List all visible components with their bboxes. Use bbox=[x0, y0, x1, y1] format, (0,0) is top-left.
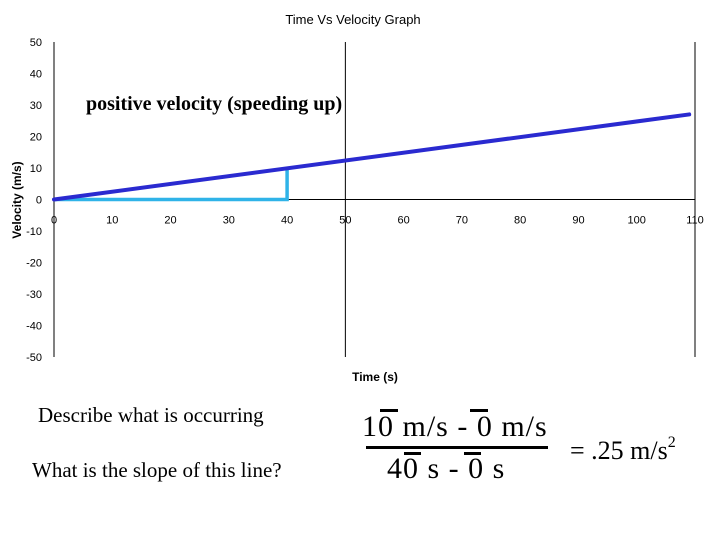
x-tick-labels: 0 10 20 30 40 50 60 70 80 90 100 110 bbox=[51, 215, 704, 227]
chart-title: Time Vs Velocity Graph bbox=[285, 12, 420, 27]
x-tick-label: 50 bbox=[339, 215, 351, 227]
y-tick-label: 40 bbox=[30, 69, 42, 81]
y-tick-label: -30 bbox=[26, 289, 42, 301]
x-tick-label: 110 bbox=[686, 215, 704, 227]
y-axis-label: Velocity (m/s) bbox=[10, 161, 24, 238]
series-line-velocity bbox=[52, 112, 692, 202]
slope-question: What is the slope of this line? bbox=[32, 458, 282, 482]
y-tick-label: -10 bbox=[26, 226, 42, 238]
y-tick-label: 20 bbox=[30, 132, 42, 144]
x-tick-label: 0 bbox=[51, 215, 57, 227]
x-tick-label: 60 bbox=[398, 215, 410, 227]
x-tick-label: 40 bbox=[281, 215, 293, 227]
overline-mark bbox=[470, 409, 488, 412]
y-tick-label: 50 bbox=[30, 37, 42, 49]
describe-question: Describe what is occurring bbox=[38, 403, 264, 427]
x-tick-label: 90 bbox=[572, 215, 584, 227]
velocity-time-chart: Time Vs Velocity Graph 50403020100-10-20… bbox=[10, 12, 704, 384]
slope-result-value: = .25 m/s bbox=[570, 436, 668, 465]
slope-result: = .25 m/s2 bbox=[570, 434, 676, 466]
overline-mark bbox=[404, 452, 421, 455]
y-tick-label: 0 bbox=[36, 195, 42, 207]
slope-numerator: 10 m/s - 0 m/s bbox=[362, 410, 548, 443]
overline-mark bbox=[464, 452, 481, 455]
x-tick-label: 30 bbox=[223, 215, 235, 227]
x-tick-label: 20 bbox=[164, 215, 176, 227]
x-axis-label: Time (s) bbox=[352, 370, 398, 384]
y-tick-label: -20 bbox=[26, 258, 42, 270]
fraction-bar bbox=[366, 446, 548, 449]
x-tick-label: 80 bbox=[514, 215, 526, 227]
annotation-label: positive velocity (speeding up) bbox=[86, 93, 342, 115]
x-tick-label: 10 bbox=[106, 215, 118, 227]
y-tick-labels: 50 40 30 20 10 0 -10 -20 -30 -40 -50 bbox=[26, 37, 42, 364]
overline-mark bbox=[380, 409, 398, 412]
y-tick-label: -40 bbox=[26, 321, 42, 333]
y-tick-label: 10 bbox=[30, 163, 42, 175]
slope-triangle bbox=[54, 168, 289, 202]
x-tick-label: 70 bbox=[456, 215, 468, 227]
x-tick-label: 100 bbox=[628, 215, 646, 227]
y-tick-label: -50 bbox=[26, 352, 42, 364]
y-tick-label: 30 bbox=[30, 100, 42, 112]
slope-denominator: 40 s - 0 s bbox=[387, 452, 506, 485]
slope-result-exponent: 2 bbox=[667, 434, 676, 451]
